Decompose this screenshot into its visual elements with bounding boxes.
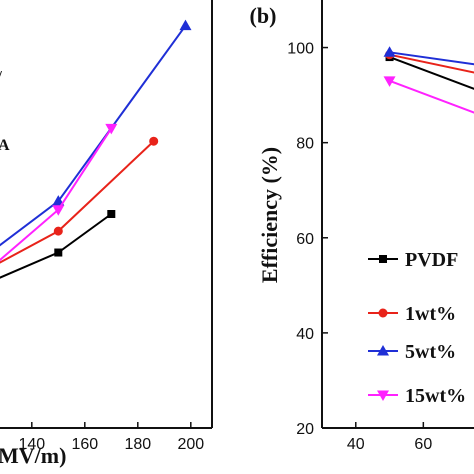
panel-b-legend-marker-1 — [378, 308, 388, 318]
panel-b-y-axis-label: Efficiency (%) — [257, 147, 282, 283]
panel-b-legend-label-2: 5wt% — [405, 341, 456, 363]
panel-a-x-tick-label-3: 200 — [177, 436, 204, 453]
panel-b-y-tick-label-4: 100 — [287, 41, 314, 58]
panel-b-y-tick-label-2: 60 — [296, 231, 314, 248]
panel-a-x-tick-label-2: 180 — [124, 436, 151, 453]
panel-b-x-tick-label-1: 60 — [414, 436, 432, 453]
panel-b-legend-label-0: PVDF — [405, 249, 458, 271]
panel-a-series-1-point-1 — [53, 226, 63, 236]
panel-a-plot — [0, 19, 192, 279]
panel-a-series-0-point-1 — [54, 248, 63, 257]
panel-a-x-axis-label: MV/m) — [0, 443, 66, 468]
panel-a-legend-fragment-0: A — [0, 137, 10, 154]
panel-a-series-2-point-1 — [52, 195, 65, 206]
panel-a-series-0-point-2 — [107, 210, 116, 218]
panel-b-legend-label-1: 1wt% — [405, 303, 456, 325]
panel-b-label: (b) — [250, 3, 277, 28]
panel-a-x-tick-label-1: 160 — [71, 436, 98, 453]
panel-b-y-tick-label-3: 80 — [296, 136, 314, 153]
panel-a-series-2-line — [0, 25, 187, 247]
panel-a-series-3-point-2 — [105, 123, 118, 135]
panel-b-y-tick-label-1: 40 — [296, 326, 314, 343]
panel-a-legend-fragment-slash: / — [0, 69, 3, 84]
panel-b-legend-marker-3 — [377, 390, 389, 401]
panel-a-x-tick-label-0: 140 — [18, 436, 45, 453]
panel-b-plot — [383, 46, 474, 114]
panel-b-legend-marker-0 — [379, 255, 387, 263]
panel-a-series-3-point-1 — [52, 205, 65, 216]
panel-b-series-3-line — [389, 79, 474, 114]
panel-b-legend-marker-2 — [377, 345, 389, 356]
panel-a-series-1-line — [0, 140, 155, 264]
panel-b-series-3-point-0 — [383, 76, 396, 87]
panel-b-series-2-point-0 — [383, 46, 396, 57]
panel-b-x-tick-label-0: 40 — [347, 436, 365, 453]
panel-a-series-2-point-2 — [179, 19, 192, 31]
panel-b-legend-label-3: 15wt% — [405, 385, 466, 407]
panel-a-series-1-point-2 — [149, 136, 159, 146]
panel-b-y-tick-label-0: 20 — [296, 421, 314, 438]
